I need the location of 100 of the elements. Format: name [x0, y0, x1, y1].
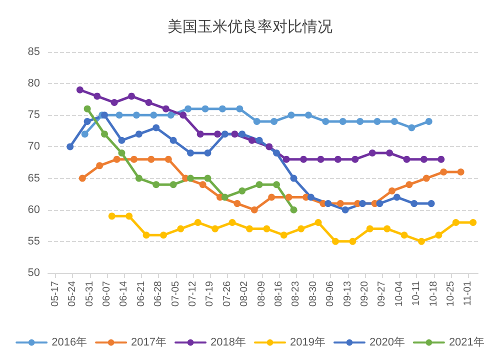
point: [113, 156, 120, 163]
point: [110, 99, 118, 106]
point: [452, 218, 460, 226]
point: [418, 238, 425, 245]
point: [78, 174, 86, 182]
point: [388, 187, 396, 194]
point: [374, 118, 381, 125]
chart-title: 美国玉米优良率对比情况: [168, 18, 332, 36]
point: [160, 232, 167, 239]
point: [214, 130, 222, 138]
point: [238, 187, 246, 194]
x-tick-label: 10-11: [411, 280, 422, 306]
x-tick-label: 07-12: [187, 280, 198, 307]
point: [135, 130, 142, 138]
point: [290, 206, 298, 214]
point: [349, 238, 356, 245]
point: [194, 218, 202, 226]
point: [108, 212, 116, 220]
point: [282, 156, 290, 163]
x-tick-label: 10-25: [445, 280, 456, 307]
x-tick-label: 08-23: [290, 280, 302, 307]
point: [184, 105, 192, 112]
point: [187, 174, 194, 182]
point: [152, 124, 160, 132]
point: [304, 112, 312, 119]
point: [457, 168, 464, 176]
point: [164, 156, 172, 163]
point: [196, 130, 204, 138]
point: [94, 92, 101, 100]
point: [334, 156, 342, 163]
point: [410, 200, 418, 208]
point: [170, 181, 177, 188]
x-tick-label: 05-31: [84, 280, 96, 307]
y-tick-label: 70: [28, 140, 40, 153]
y-tick-label: 75: [28, 109, 40, 122]
x-tick-label: 10-04: [394, 280, 405, 307]
point: [142, 232, 150, 239]
x-tick-label: 05-24: [67, 280, 78, 307]
point: [422, 174, 430, 182]
point: [221, 194, 228, 201]
legend-label: 2018年: [210, 336, 246, 348]
point: [218, 105, 226, 112]
x-tick-label: 06-28: [153, 280, 164, 307]
point: [470, 218, 477, 226]
point: [403, 156, 410, 163]
point: [270, 118, 278, 125]
x-tick-label: 05-17: [50, 280, 61, 307]
point: [263, 225, 270, 232]
point: [359, 200, 366, 208]
point: [228, 218, 236, 226]
x-tick-label: 09-27: [376, 280, 388, 307]
point: [307, 194, 314, 201]
point: [425, 118, 432, 125]
point: [288, 112, 295, 119]
point: [162, 105, 170, 112]
point: [268, 194, 276, 201]
x-tick-label: 09-20: [359, 280, 370, 307]
x-tick-label: 07-05: [170, 280, 182, 307]
point: [428, 200, 435, 208]
point: [336, 200, 344, 208]
point: [238, 130, 246, 138]
point: [118, 150, 126, 157]
point: [152, 181, 160, 188]
x-tick-label: 08-09: [256, 280, 268, 307]
point: [285, 194, 292, 201]
point: [118, 136, 126, 144]
legend-label: 2016年: [52, 336, 88, 348]
point: [342, 206, 349, 214]
x-tick-label: 06-07: [101, 280, 112, 307]
x-tick-label: 08-02: [239, 280, 250, 307]
x-tick-label: 06-21: [136, 280, 147, 307]
point: [400, 232, 408, 239]
point: [167, 112, 174, 119]
legend-label: 2021年: [448, 336, 484, 348]
point: [128, 92, 136, 100]
point: [126, 212, 133, 220]
point: [96, 162, 104, 170]
x-tick-label: 07-26: [222, 280, 233, 307]
point: [332, 238, 339, 245]
point: [84, 118, 91, 125]
point: [248, 136, 256, 144]
point: [246, 225, 253, 232]
point: [280, 232, 288, 239]
x-tick-label: 08-30: [308, 280, 319, 307]
point: [76, 86, 84, 94]
point: [435, 232, 442, 239]
point: [324, 200, 332, 208]
point: [135, 174, 142, 182]
point: [199, 181, 206, 188]
x-tick-label: 09-13: [342, 280, 354, 307]
point: [256, 136, 263, 144]
point: [352, 156, 359, 163]
point: [101, 130, 108, 138]
y-tick-label: 85: [28, 46, 40, 58]
x-tick-label: 11-01: [462, 280, 474, 306]
point: [393, 194, 400, 201]
point: [187, 150, 194, 157]
point: [145, 99, 152, 106]
point: [177, 225, 184, 232]
point: [231, 130, 238, 138]
